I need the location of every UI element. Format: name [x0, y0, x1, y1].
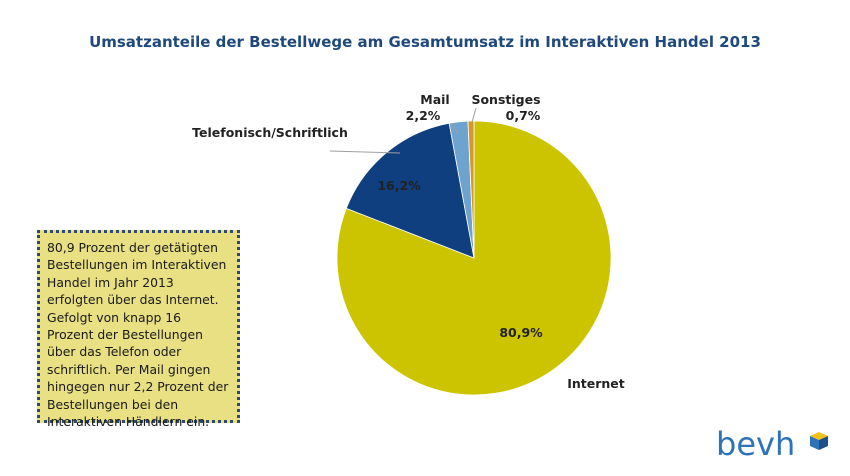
slice-name-label: Telefonisch/Schriftlich [192, 125, 348, 140]
bevh-logo: bevh [716, 424, 836, 468]
cube-icon [810, 432, 828, 450]
chart-title: Umsatzanteile der Bestellwege am Gesamtu… [89, 33, 761, 51]
pie-slice-sonstiges [467, 120, 475, 259]
slice-name-label: Sonstiges [471, 92, 540, 107]
info-note-box: 80,9 Prozent der getätigten Bestellungen… [37, 230, 240, 429]
leader-line [329, 150, 401, 154]
logo-text: bevh [716, 425, 796, 463]
slice-value-label: 0,7% [506, 108, 541, 123]
leader-line [471, 107, 477, 123]
slice-name-label: Mail [420, 92, 449, 107]
slice-name-label: Internet [567, 376, 625, 391]
slice-value-label: 2,2% [406, 108, 441, 123]
slice-value-label: 80,9% [499, 325, 543, 340]
slice-value-label: 16,2% [377, 178, 421, 193]
leader-line [451, 123, 458, 134]
